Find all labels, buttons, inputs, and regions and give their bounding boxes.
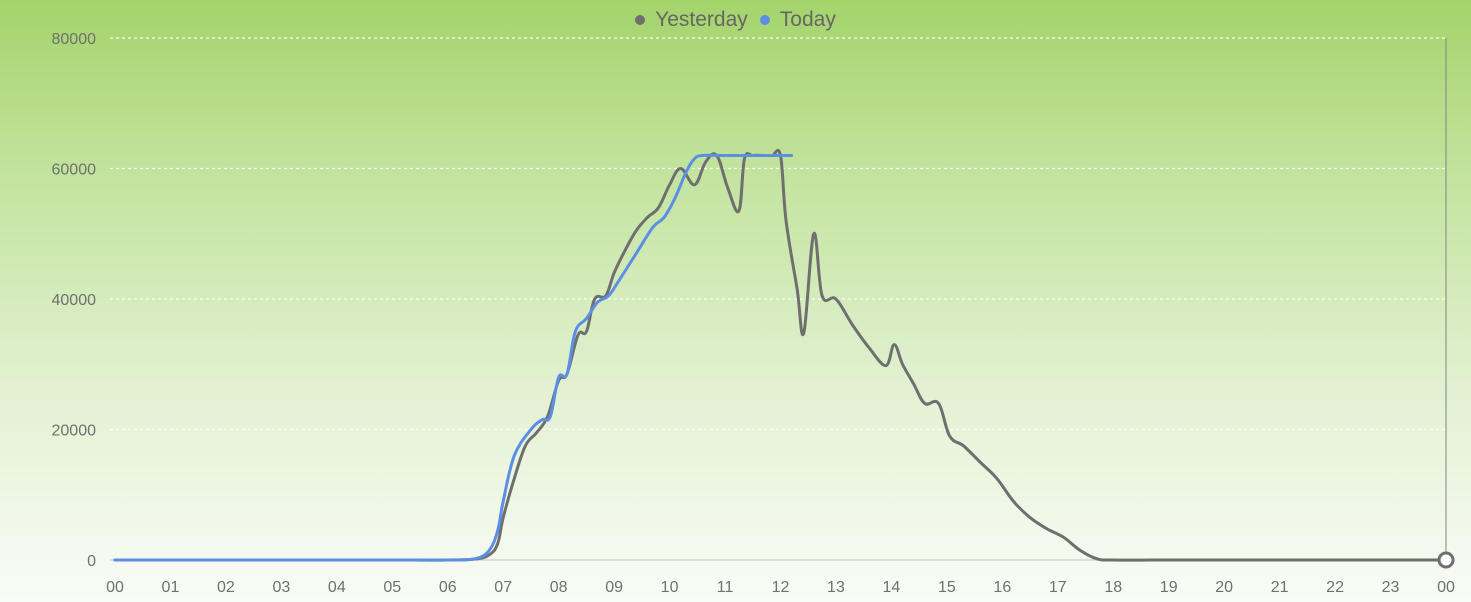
series-layer — [113, 148, 1455, 569]
y-tick-label: 40000 — [52, 292, 97, 309]
legend-dot-today — [759, 15, 770, 25]
x-tick-label: 18 — [1104, 579, 1122, 596]
y-tick-label: 0 — [87, 553, 96, 570]
x-tick-label: 08 — [550, 579, 568, 596]
x-tick-label: 19 — [1160, 579, 1178, 596]
x-tick-label: 07 — [494, 579, 512, 596]
grid-layer — [110, 37, 1447, 561]
x-tick-label: 05 — [383, 579, 401, 596]
x-tick-label: 03 — [272, 579, 290, 596]
legend-label-yesterday: Yesterday — [655, 8, 748, 31]
x-tick-label: 16 — [993, 579, 1011, 596]
legend-item-yesterday[interactable]: Yesterday — [635, 8, 748, 32]
x-tick-label: 09 — [605, 579, 623, 596]
x-tick-label: 13 — [827, 579, 845, 596]
x-tick-label: 01 — [162, 579, 180, 596]
x-tick-label: 06 — [439, 579, 457, 596]
x-tick-label: 14 — [883, 579, 901, 596]
x-tick-label: 17 — [1049, 579, 1067, 596]
y-tick-label: 60000 — [52, 162, 97, 179]
x-tick-label: 12 — [772, 579, 790, 596]
legend-dot-yesterday — [635, 15, 646, 25]
legend-item-today[interactable]: Today — [759, 8, 836, 32]
series-end-marker[interactable] — [1437, 551, 1455, 569]
x-tick-label: 04 — [328, 579, 346, 596]
x-tick-label: 10 — [661, 579, 679, 596]
y-tick-label: 80000 — [52, 31, 97, 48]
x-tick-label: 02 — [217, 579, 235, 596]
y-tick-label: 20000 — [52, 423, 97, 440]
x-tick-label: 00 — [1437, 579, 1455, 596]
x-tick-label: 22 — [1326, 579, 1344, 596]
axis-layer: 0 20000 40000 60000 80000 00 01 02 03 04 05 06 07 08 0… — [52, 31, 1456, 596]
legend-label-today: Today — [779, 8, 836, 31]
x-tick-label: 23 — [1382, 579, 1400, 596]
x-tick-label: 00 — [106, 579, 124, 596]
yesterday-series-line[interactable] — [113, 148, 1448, 562]
today-series-line[interactable] — [113, 153, 794, 562]
x-tick-label: 15 — [938, 579, 956, 596]
x-tick-label: 11 — [717, 579, 734, 596]
x-tick-label: 21 — [1271, 579, 1289, 596]
x-tick-label: 20 — [1215, 579, 1233, 596]
chart-legend: Yesterday Today — [0, 8, 1471, 32]
